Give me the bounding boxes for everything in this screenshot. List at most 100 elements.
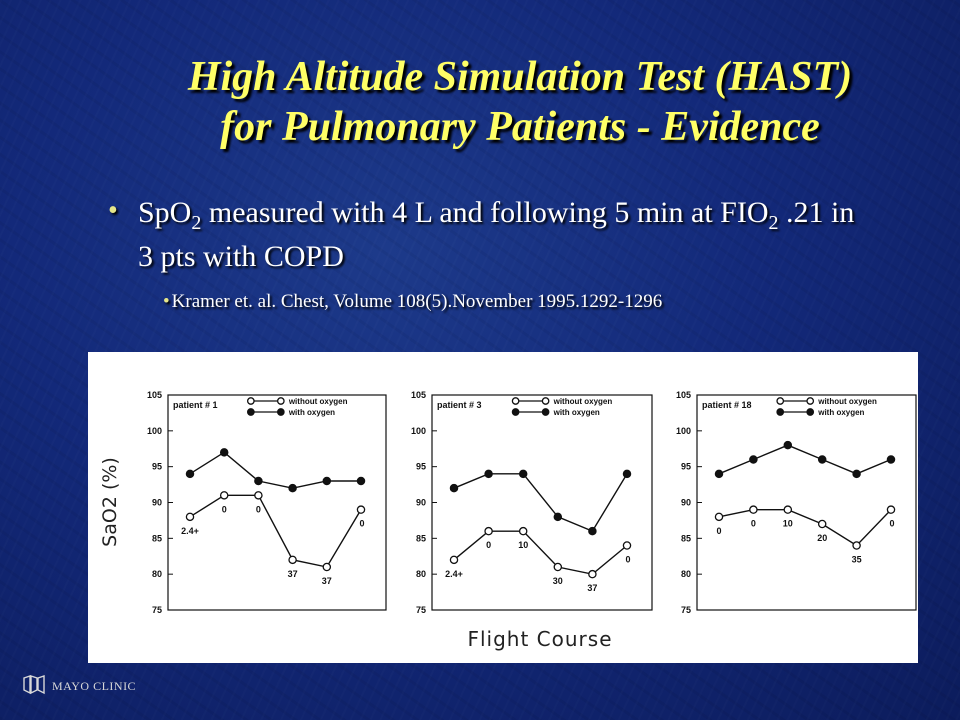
- slide-title: High Altitude Simulation Test (HAST) for…: [70, 52, 960, 152]
- data-point-2-2-5: [588, 526, 597, 536]
- y-tick-label-3-75: 75: [681, 605, 691, 615]
- panel-title-3: patient # 18: [702, 400, 752, 410]
- y-tick-label-1-85: 85: [152, 533, 162, 543]
- data-point-3-2-3: [783, 440, 793, 450]
- figure-svg: SaO2 (%)Flight Course7580859095100105pat…: [99, 390, 917, 651]
- y-tick-label-1-105: 105: [147, 390, 162, 400]
- legend-marker-1-2-1: [246, 408, 255, 416]
- data-point-2-2-1: [449, 483, 459, 493]
- data-point-2-1-1: [449, 555, 459, 565]
- bullet-sub-1: 2: [191, 212, 202, 234]
- bullet-pre: SpO: [138, 196, 192, 229]
- y-tick-label-1-100: 100: [147, 426, 162, 436]
- bullet-main-text: SpO2 measured with 4 L and following 5 m…: [138, 196, 868, 274]
- y-tick-label-2-105: 105: [411, 390, 426, 400]
- data-point-3-1-2: [749, 505, 758, 514]
- bullet-dot-icon: •: [108, 195, 118, 226]
- x-axis-label: Flight Course: [467, 627, 612, 651]
- data-point-3-1-4: [817, 519, 827, 529]
- series-line-3-2: [718, 444, 892, 475]
- data-point-2-1-3: [518, 526, 528, 536]
- legend-marker-2-2-1: [511, 408, 520, 416]
- legend-marker-3-1-1: [776, 397, 785, 405]
- series-line-2-1: [453, 530, 628, 575]
- data-point-2-2-4: [553, 512, 563, 522]
- bullet-post: .21 in 3 pts with COPD: [138, 196, 855, 273]
- annotation-2-6: 0: [625, 555, 630, 565]
- legend-marker-2-1-2: [541, 397, 550, 405]
- y-tick-label-1-95: 95: [152, 462, 162, 472]
- bullet-sub-2: 2: [768, 212, 779, 234]
- title-line-2: for Pulmonary Patients - Evidence: [220, 104, 820, 150]
- data-point-1-1-3: [254, 491, 263, 500]
- legend-label-3-2: with oxygen: [817, 408, 864, 417]
- title-line-1: High Altitude Simulation Test (HAST): [187, 54, 853, 100]
- y-tick-label-2-85: 85: [416, 533, 426, 543]
- y-tick-label-2-90: 90: [416, 498, 426, 508]
- data-point-2-2-6: [622, 469, 632, 479]
- annotation-2-1: 2.4+: [445, 569, 463, 579]
- y-tick-label-3-85: 85: [681, 533, 691, 543]
- bullet-citation: • Kramer et. al. Chest, Volume 108(5).Nov…: [163, 290, 923, 314]
- data-point-3-2-4: [817, 455, 827, 464]
- legend-marker-1-1-1: [246, 397, 255, 405]
- plot-frame-3: [696, 394, 917, 611]
- legend-label-2-2: with oxygen: [553, 408, 600, 417]
- shield-icon: [23, 675, 45, 695]
- data-point-1-1-4: [288, 555, 297, 565]
- legend-marker-1-1-2: [276, 397, 285, 405]
- data-point-2-2-3: [518, 469, 528, 479]
- annotation-3-6: 0: [889, 519, 894, 529]
- y-tick-label-2-80: 80: [416, 569, 426, 579]
- legend-marker-3-1-2: [806, 397, 815, 405]
- data-point-3-2-5: [852, 469, 861, 479]
- annotation-2-3: 10: [518, 540, 528, 550]
- mayo-logo: MAYO CLINIC: [22, 672, 136, 700]
- y-tick-label-2-100: 100: [411, 426, 426, 436]
- annotation-2-4: 30: [553, 576, 563, 586]
- series-line-2-2: [453, 473, 628, 533]
- annotation-1-3: 0: [256, 504, 261, 514]
- data-point-3-1-6: [886, 505, 896, 514]
- legend-marker-3-2-2: [806, 408, 815, 416]
- series-line-1-2: [189, 451, 361, 489]
- data-point-1-2-2: [219, 448, 229, 457]
- y-tick-label-3-95: 95: [681, 462, 691, 472]
- y-tick-label-3-80: 80: [681, 569, 691, 579]
- data-point-3-2-1: [714, 469, 724, 479]
- y-tick-label-3-105: 105: [676, 390, 691, 400]
- annotation-1-5: 37: [322, 576, 332, 586]
- annotation-3-1: 0: [716, 526, 721, 536]
- plot-frame-1: [167, 394, 387, 611]
- annotation-3-5: 35: [852, 555, 862, 565]
- legend-label-2-1: without oxygen: [553, 397, 613, 406]
- legend-marker-1-2-2: [276, 408, 285, 416]
- data-point-1-2-1: [185, 469, 195, 479]
- legend-label-1-2: with oxygen: [288, 408, 335, 417]
- y-axis-label: SaO2 (%): [99, 457, 121, 547]
- legend-marker-3-2-1: [776, 408, 785, 416]
- data-point-1-1-1: [185, 512, 195, 522]
- annotation-1-2: 0: [222, 504, 227, 514]
- data-point-1-2-3: [254, 476, 263, 486]
- series-line-1-1: [189, 494, 362, 568]
- data-point-1-1-2: [219, 491, 229, 500]
- logo-text: MAYO CLINIC: [52, 678, 137, 693]
- bullet-mid: measured with 4 L and following 5 min at…: [201, 196, 769, 229]
- data-point-2-1-5: [588, 569, 597, 579]
- annotation-1-1: 2.4+: [181, 526, 199, 536]
- y-tick-label-3-90: 90: [681, 498, 691, 508]
- panel-title-2: patient # 3: [437, 400, 482, 410]
- data-point-1-2-5: [322, 476, 332, 486]
- figure-panel: SaO2 (%) Flight Course 75 80 85 90 95 100 105 pat…: [88, 352, 918, 663]
- legend-marker-2-2-2: [541, 408, 550, 416]
- data-point-3-2-2: [749, 455, 758, 464]
- annotation-2-2: 0: [486, 540, 491, 550]
- annotation-3-3: 10: [783, 519, 793, 529]
- bullet-main: • SpO2 measured with 4 L and following 5…: [108, 195, 868, 274]
- data-point-1-2-6: [356, 476, 366, 486]
- data-point-3-2-6: [886, 455, 896, 464]
- sub-bullet-dot-icon: •: [163, 291, 170, 312]
- plot-frame-2: [431, 394, 653, 611]
- data-point-2-1-2: [484, 526, 493, 536]
